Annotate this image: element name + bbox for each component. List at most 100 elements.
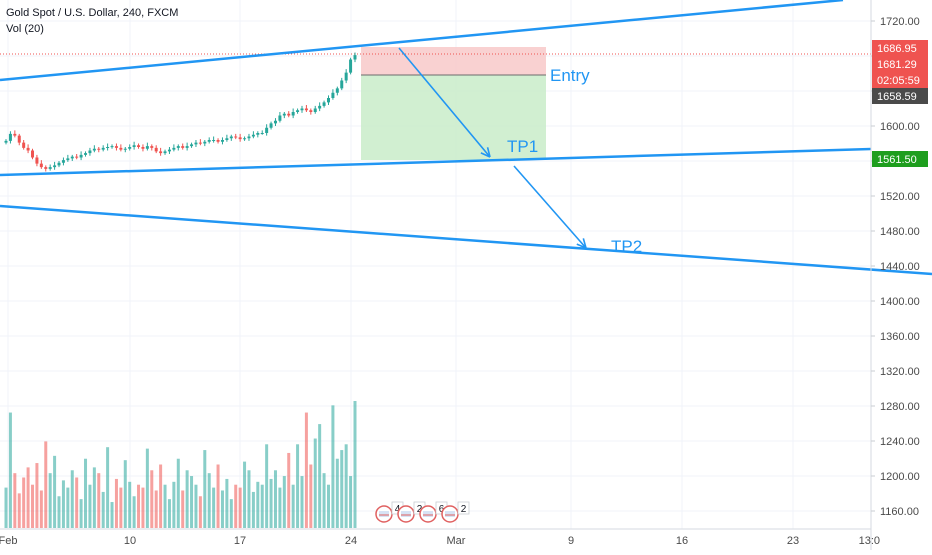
volume-bar [26, 467, 30, 528]
candle-body [79, 154, 83, 158]
volume-bar [243, 461, 247, 528]
annotation-entry-label: Entry [550, 66, 590, 85]
candle-body [234, 136, 238, 138]
volume-bar [66, 487, 70, 528]
upper-channel-line[interactable] [0, 0, 844, 82]
volume-bar [48, 473, 52, 528]
candle-body [318, 105, 322, 109]
event-marker-count: 4 [395, 504, 401, 515]
candle-body [256, 133, 260, 135]
candle-body [185, 146, 189, 148]
volume-bar [229, 499, 233, 528]
volume-bar [291, 484, 295, 528]
volume-bar [53, 455, 57, 528]
y-tick-label: 1320.00 [880, 366, 920, 378]
candle-body [97, 148, 101, 150]
price-tag-red: 1681.29 [872, 56, 928, 72]
volume-bar [181, 490, 185, 528]
volume-bar [225, 478, 229, 528]
event-marker-count: 6 [439, 504, 445, 515]
y-tick-label: 1440.00 [880, 261, 920, 273]
volume-bar [22, 477, 26, 528]
candle-body [145, 146, 149, 149]
event-marker[interactable]: 2 [441, 501, 470, 523]
volume-bar [247, 470, 251, 528]
volume-bar [207, 473, 211, 528]
x-tick-label: Mar [447, 535, 466, 547]
candle-body [57, 162, 61, 166]
candle-body [291, 112, 295, 116]
candle-body [238, 137, 242, 140]
volume-label: Vol (20) [6, 23, 44, 35]
y-tick-label: 1400.00 [880, 296, 920, 308]
volume-bar [296, 444, 300, 528]
volume-bar [238, 487, 242, 528]
candle-body [123, 148, 127, 150]
candle-body [296, 110, 300, 112]
event-markers[interactable]: 4 2 6 2 [375, 501, 470, 523]
risk-reward-box[interactable] [0, 47, 871, 160]
take-profit-zone[interactable] [361, 75, 546, 160]
volume-bar [203, 450, 207, 528]
y-tick-label: 1600.00 [880, 121, 920, 133]
candle-body [287, 113, 291, 116]
annotations: Entry TP1 TP2 [507, 66, 642, 256]
volume-bar [326, 484, 330, 528]
volume-bar [344, 444, 348, 528]
annotation-tp1-label: TP1 [507, 137, 538, 156]
candle-body [150, 146, 154, 148]
candle-body [344, 72, 348, 81]
trendlines[interactable] [0, 0, 932, 276]
volume-bar [313, 438, 317, 528]
time-axis[interactable]: Feb 10 17 24 Mar 9 16 23 13:0 [0, 535, 880, 547]
volume-bar [61, 480, 65, 528]
volume-bar [256, 481, 260, 528]
event-marker[interactable]: 6 [419, 501, 448, 523]
lower-channel-line[interactable] [0, 204, 932, 276]
volume-bar [141, 487, 145, 528]
y-tick-label: 1200.00 [880, 471, 920, 483]
volume-bar [185, 470, 189, 528]
candle-body [163, 151, 167, 154]
volume-bar [234, 484, 238, 528]
volume-bar [97, 473, 101, 528]
candle-body [198, 142, 202, 144]
middle-channel-line[interactable] [0, 147, 872, 177]
x-tick-label: 13:0 [859, 535, 880, 547]
volume-bar [119, 487, 123, 528]
volume-bar [251, 491, 255, 528]
volume-bar [212, 487, 216, 528]
candle-body [22, 142, 26, 148]
event-marker[interactable]: 2 [397, 501, 426, 523]
price-tags: 1686.95 1681.29 02:05:59 1658.59 1561.50 [872, 40, 928, 167]
volume-bar [331, 405, 335, 528]
volume-bar [123, 460, 127, 528]
volume-bar [176, 458, 180, 528]
candle-body [225, 138, 229, 140]
volume-bar [35, 463, 39, 528]
candle-body [340, 80, 344, 89]
x-tick-label: 10 [124, 535, 136, 547]
candle-body [260, 133, 264, 134]
arrows[interactable] [398, 47, 587, 249]
volume-bar [132, 496, 136, 528]
candle-body [247, 136, 251, 139]
volume-bar [4, 487, 8, 528]
candle-body [194, 142, 198, 145]
arrow-to-tp2[interactable] [513, 165, 587, 249]
candle-body [167, 149, 171, 152]
candle-body [176, 146, 180, 148]
candle-body [70, 156, 74, 159]
volume-bar [198, 496, 202, 528]
volume-bar [340, 450, 344, 528]
candle-body [154, 147, 158, 152]
candle-body [243, 138, 247, 140]
price-tag-red: 02:05:59 [872, 72, 928, 88]
volume-bar [269, 478, 273, 528]
symbol-title: Gold Spot / U.S. Dollar, 240, FXCM [6, 7, 179, 19]
arrow-to-tp1[interactable] [398, 47, 491, 158]
volume-bar [17, 493, 21, 528]
stop-loss-zone[interactable] [361, 47, 546, 75]
